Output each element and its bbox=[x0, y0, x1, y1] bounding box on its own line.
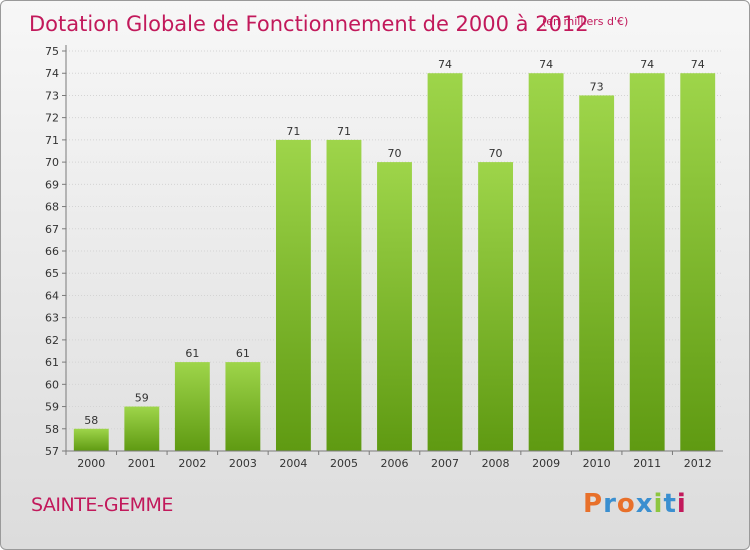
logo-letter: t bbox=[663, 489, 677, 519]
y-tick-label: 62 bbox=[45, 334, 59, 347]
bar bbox=[326, 139, 362, 451]
x-tick-label: 2003 bbox=[229, 457, 257, 470]
y-tick-label: 66 bbox=[45, 245, 59, 258]
bar bbox=[275, 139, 311, 451]
x-tick-label: 2007 bbox=[431, 457, 459, 470]
x-tick-label: 2012 bbox=[684, 457, 712, 470]
x-tick-label: 2004 bbox=[279, 457, 307, 470]
logo-letter: o bbox=[616, 489, 636, 519]
data-label: 73 bbox=[590, 80, 604, 93]
x-tick-label: 2010 bbox=[583, 457, 611, 470]
logo-letter: P bbox=[583, 489, 604, 519]
y-tick-label: 67 bbox=[45, 223, 59, 236]
x-tick-label: 2005 bbox=[330, 457, 358, 470]
data-label: 71 bbox=[286, 125, 300, 138]
data-label: 61 bbox=[236, 347, 250, 360]
y-tick-label: 71 bbox=[45, 134, 59, 147]
y-tick-label: 68 bbox=[45, 201, 59, 214]
y-tick-labels: 57 58 59 60 61 62 63 64 65 66 67 68 69 70 71 72 73 74 75 bbox=[45, 45, 59, 458]
bar bbox=[680, 73, 716, 451]
unit-note: (en milliers d'€) bbox=[542, 15, 629, 28]
x-tick-label: 2009 bbox=[532, 457, 560, 470]
data-label: 74 bbox=[438, 58, 452, 71]
y-tick-label: 60 bbox=[45, 378, 59, 391]
x-tick-label: 2006 bbox=[381, 457, 409, 470]
data-label: 70 bbox=[489, 147, 503, 160]
data-label: 70 bbox=[388, 147, 402, 160]
y-tick-label: 65 bbox=[45, 267, 59, 280]
y-tick-label: 59 bbox=[45, 401, 59, 414]
y-tick-label: 69 bbox=[45, 178, 59, 191]
data-labels: 58 59 61 61 71 71 70 74 70 74 73 74 74 bbox=[84, 58, 704, 427]
chart-title: Dotation Globale de Fonctionnement de 20… bbox=[29, 12, 589, 36]
y-tick-label: 75 bbox=[45, 45, 59, 58]
data-label: 59 bbox=[135, 392, 149, 405]
bar bbox=[629, 73, 665, 451]
data-label: 74 bbox=[640, 58, 654, 71]
bars bbox=[73, 73, 716, 451]
bar bbox=[73, 428, 109, 451]
logo-letter: i bbox=[676, 489, 687, 519]
bar bbox=[427, 73, 463, 451]
bar bbox=[528, 73, 564, 451]
bar bbox=[478, 162, 514, 451]
y-tick-label: 72 bbox=[45, 112, 59, 125]
data-label: 58 bbox=[84, 414, 98, 427]
bar bbox=[579, 95, 615, 451]
grid-lines bbox=[62, 50, 723, 452]
proxiti-logo[interactable]: Proxiti bbox=[583, 489, 687, 519]
x-tick-label: 2011 bbox=[633, 457, 661, 470]
bar bbox=[225, 362, 261, 451]
axes bbox=[65, 45, 723, 452]
commune-name: SAINTE-GEMME bbox=[31, 494, 173, 516]
y-tick-label: 73 bbox=[45, 89, 59, 102]
x-tick-label: 2008 bbox=[482, 457, 510, 470]
logo-letter: i bbox=[653, 489, 664, 519]
y-tick-label: 58 bbox=[45, 423, 59, 436]
data-label: 71 bbox=[337, 125, 351, 138]
y-tick-label: 74 bbox=[45, 67, 59, 80]
bar bbox=[124, 406, 160, 451]
bar bbox=[377, 162, 412, 451]
data-label: 74 bbox=[691, 58, 705, 71]
x-tick-label: 2002 bbox=[178, 457, 206, 470]
y-tick-label: 57 bbox=[45, 445, 59, 458]
y-tick-label: 61 bbox=[45, 356, 59, 369]
x-tick-label: 2001 bbox=[128, 457, 156, 470]
bar bbox=[174, 362, 210, 451]
x-tick-label: 2000 bbox=[77, 457, 105, 470]
logo-letter: x bbox=[635, 489, 654, 519]
data-label: 74 bbox=[539, 58, 553, 71]
y-tick-label: 70 bbox=[45, 156, 59, 169]
logo-letter: r bbox=[603, 489, 617, 519]
x-tick-labels: 2000 2001 2002 2003 2004 2005 2006 2007 2008 2009… bbox=[65, 451, 712, 470]
y-tick-label: 63 bbox=[45, 312, 59, 325]
data-label: 61 bbox=[185, 347, 199, 360]
y-tick-label: 64 bbox=[45, 289, 59, 302]
